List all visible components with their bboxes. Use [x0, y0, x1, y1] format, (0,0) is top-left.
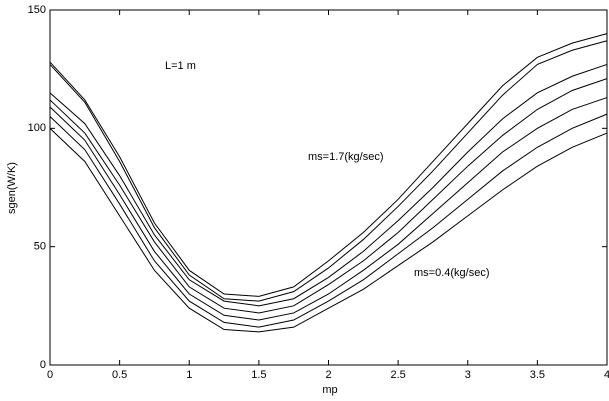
- x-tick-label: 0: [47, 369, 53, 381]
- data-line: [49, 33, 608, 297]
- x-tick-label: 2: [325, 369, 331, 381]
- x-tick-label: 2.5: [390, 369, 405, 381]
- annotation: ms=0.4(kg/sec): [414, 267, 490, 279]
- x-tick-label: 1: [186, 369, 192, 381]
- x-tick-label: 3.5: [530, 369, 545, 381]
- x-axis-label: mp: [322, 384, 337, 396]
- y-axis-label: sgen(W/K): [6, 162, 18, 214]
- data-line: [49, 97, 608, 321]
- x-tick-label: 3: [465, 369, 471, 381]
- x-tick-label: 1.5: [251, 369, 266, 381]
- data-line: [49, 63, 608, 307]
- annotation: L=1 m: [165, 60, 196, 72]
- data-line: [49, 113, 608, 328]
- y-tick-label: 100: [28, 122, 46, 134]
- x-tick-label: 0.5: [112, 369, 127, 381]
- data-line: [49, 78, 608, 314]
- annotation: ms=1.7(kg/sec): [308, 151, 384, 163]
- y-tick-label: 50: [34, 241, 46, 253]
- y-tick-label: 0: [40, 359, 46, 371]
- data-line: [49, 40, 608, 302]
- data-line: [49, 127, 608, 333]
- y-tick-label: 150: [28, 4, 46, 16]
- x-tick-label: 4: [604, 369, 609, 381]
